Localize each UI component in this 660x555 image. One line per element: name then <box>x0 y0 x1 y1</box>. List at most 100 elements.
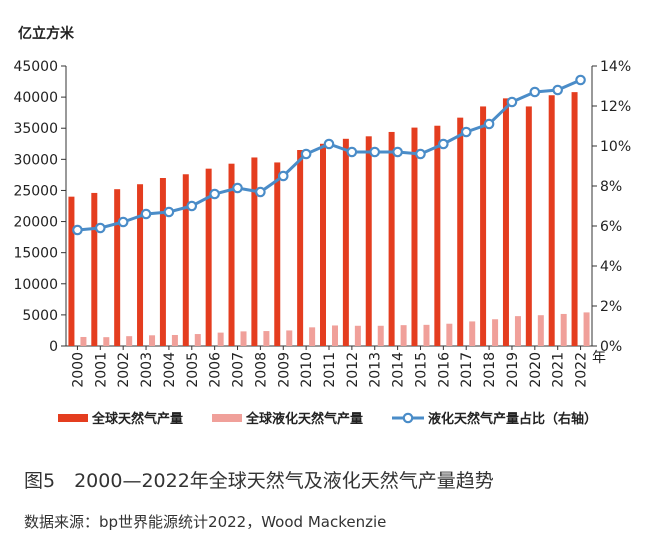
bar-lng <box>492 319 499 346</box>
bar-lng <box>217 332 224 346</box>
bar-lng <box>171 334 178 346</box>
x-tick-label: 2009 <box>276 352 292 388</box>
left-axis-unit: 亿立方米 <box>18 25 75 42</box>
bar-natural-gas <box>411 127 418 346</box>
lng-share-point <box>255 186 266 198</box>
line-layer <box>72 74 586 236</box>
lng-share-point <box>140 208 152 220</box>
x-tick-label: 2006 <box>208 352 224 388</box>
bar-lng <box>149 335 156 346</box>
bar-natural-gas <box>114 189 121 346</box>
x-tick-label: 2002 <box>116 352 132 388</box>
x-tick-label: 2003 <box>139 352 155 388</box>
x-tick-label: 2012 <box>345 352 361 388</box>
lng-share-point <box>369 146 381 158</box>
bar-natural-gas <box>228 163 235 346</box>
bar-natural-gas <box>91 192 98 346</box>
left-tick-label: 20000 <box>13 215 58 231</box>
bar-natural-gas <box>320 143 326 346</box>
x-tick-label: 2013 <box>368 352 384 388</box>
x-tick-label: 2008 <box>253 352 269 388</box>
x-axis-ticks: 2000 2001 2002 2003 2004 2005 2006 2007 2008 2009… <box>70 346 590 388</box>
bar-natural-gas <box>480 106 487 346</box>
bar-lng <box>560 313 567 346</box>
x-tick-label: 2017 <box>459 352 475 388</box>
legend-swatch-lng <box>212 414 242 422</box>
left-tick-label: 45000 <box>13 59 58 75</box>
x-tick-label: 2016 <box>436 352 452 388</box>
bar-natural-gas <box>182 174 189 346</box>
bar-natural-gas <box>274 162 281 346</box>
x-tick-label: 2000 <box>70 352 86 388</box>
lng-share-point <box>415 148 426 160</box>
lng-share-point <box>323 138 335 150</box>
bar-natural-gas <box>365 136 372 346</box>
x-tick-label: 2018 <box>482 352 498 388</box>
lng-share-point <box>392 146 403 158</box>
lng-share-point <box>72 224 83 236</box>
x-tick-label: 2007 <box>231 352 247 388</box>
bar-lng <box>80 336 87 346</box>
bar-natural-gas <box>571 92 578 346</box>
bar-lng <box>469 321 476 346</box>
x-tick-label: 2019 <box>505 352 521 388</box>
x-tick-label: 2022 <box>574 352 590 388</box>
lng-share-point <box>483 118 495 130</box>
bar-lng <box>309 327 316 346</box>
x-tick-label: 2021 <box>551 352 567 388</box>
lng-share-point <box>232 182 243 194</box>
bars-layer <box>68 92 590 347</box>
lng-share-point <box>506 96 518 108</box>
right-tick-label: 2% <box>600 299 622 315</box>
bar-natural-gas <box>251 157 258 346</box>
x-tick-label: 2010 <box>299 352 315 388</box>
x-tick-label: 2015 <box>413 352 429 388</box>
bar-natural-gas <box>205 168 212 346</box>
bar-lng <box>332 325 338 346</box>
chart: 亿立方米 0 5000 10000 15000 20000 25000 30000 35000… <box>13 25 631 427</box>
lng-share-point <box>346 146 358 158</box>
lng-share-point <box>529 86 541 98</box>
legend-label-lng: 全球液化天然气产量 <box>245 411 363 427</box>
lng-share-point <box>95 222 106 234</box>
x-axis-unit: 年 <box>592 350 606 366</box>
bar-lng <box>423 324 430 346</box>
lng-share-point <box>117 216 129 228</box>
bar-natural-gas <box>159 178 166 346</box>
left-tick-label: 40000 <box>13 90 58 106</box>
bar-natural-gas <box>457 117 464 347</box>
lng-share-point <box>575 74 586 86</box>
left-tick-label: 30000 <box>13 152 58 168</box>
bar-lng <box>354 325 361 346</box>
x-tick-label: 2014 <box>391 352 407 388</box>
left-tick-label: 0 <box>49 339 58 355</box>
lng-share-point <box>552 84 563 96</box>
bar-lng <box>263 331 270 346</box>
data-source: 数据来源：bp世界能源统计2022，Wood Mackenzie <box>24 513 387 531</box>
bar-lng <box>286 330 293 346</box>
right-tick-label: 6% <box>600 219 622 235</box>
lng-share-point <box>277 170 289 182</box>
axes-layer: 0 5000 10000 15000 20000 25000 30000 35000 40000… <box>13 59 631 355</box>
bar-lng <box>103 337 110 346</box>
right-tick-label: 0% <box>600 339 622 355</box>
legend-label-natural-gas: 全球天然气产量 <box>91 411 183 427</box>
bar-lng <box>583 312 590 346</box>
left-tick-label: 15000 <box>13 246 58 262</box>
x-tick-label: 2001 <box>93 352 109 388</box>
lng-share-point <box>460 126 472 138</box>
lng-share-point <box>209 188 220 200</box>
bar-natural-gas <box>502 98 509 346</box>
lng-share-point <box>163 206 175 218</box>
bar-natural-gas <box>434 125 441 346</box>
lng-share-point <box>300 148 312 160</box>
bar-lng <box>446 323 453 346</box>
bar-lng <box>400 325 407 346</box>
bar-natural-gas <box>525 106 532 346</box>
bar-lng <box>377 325 384 346</box>
left-tick-label: 5000 <box>22 308 58 324</box>
lng-share-point <box>186 200 198 212</box>
bar-natural-gas <box>137 184 144 346</box>
lng-share-point <box>438 138 449 150</box>
left-tick-label: 35000 <box>13 121 58 137</box>
